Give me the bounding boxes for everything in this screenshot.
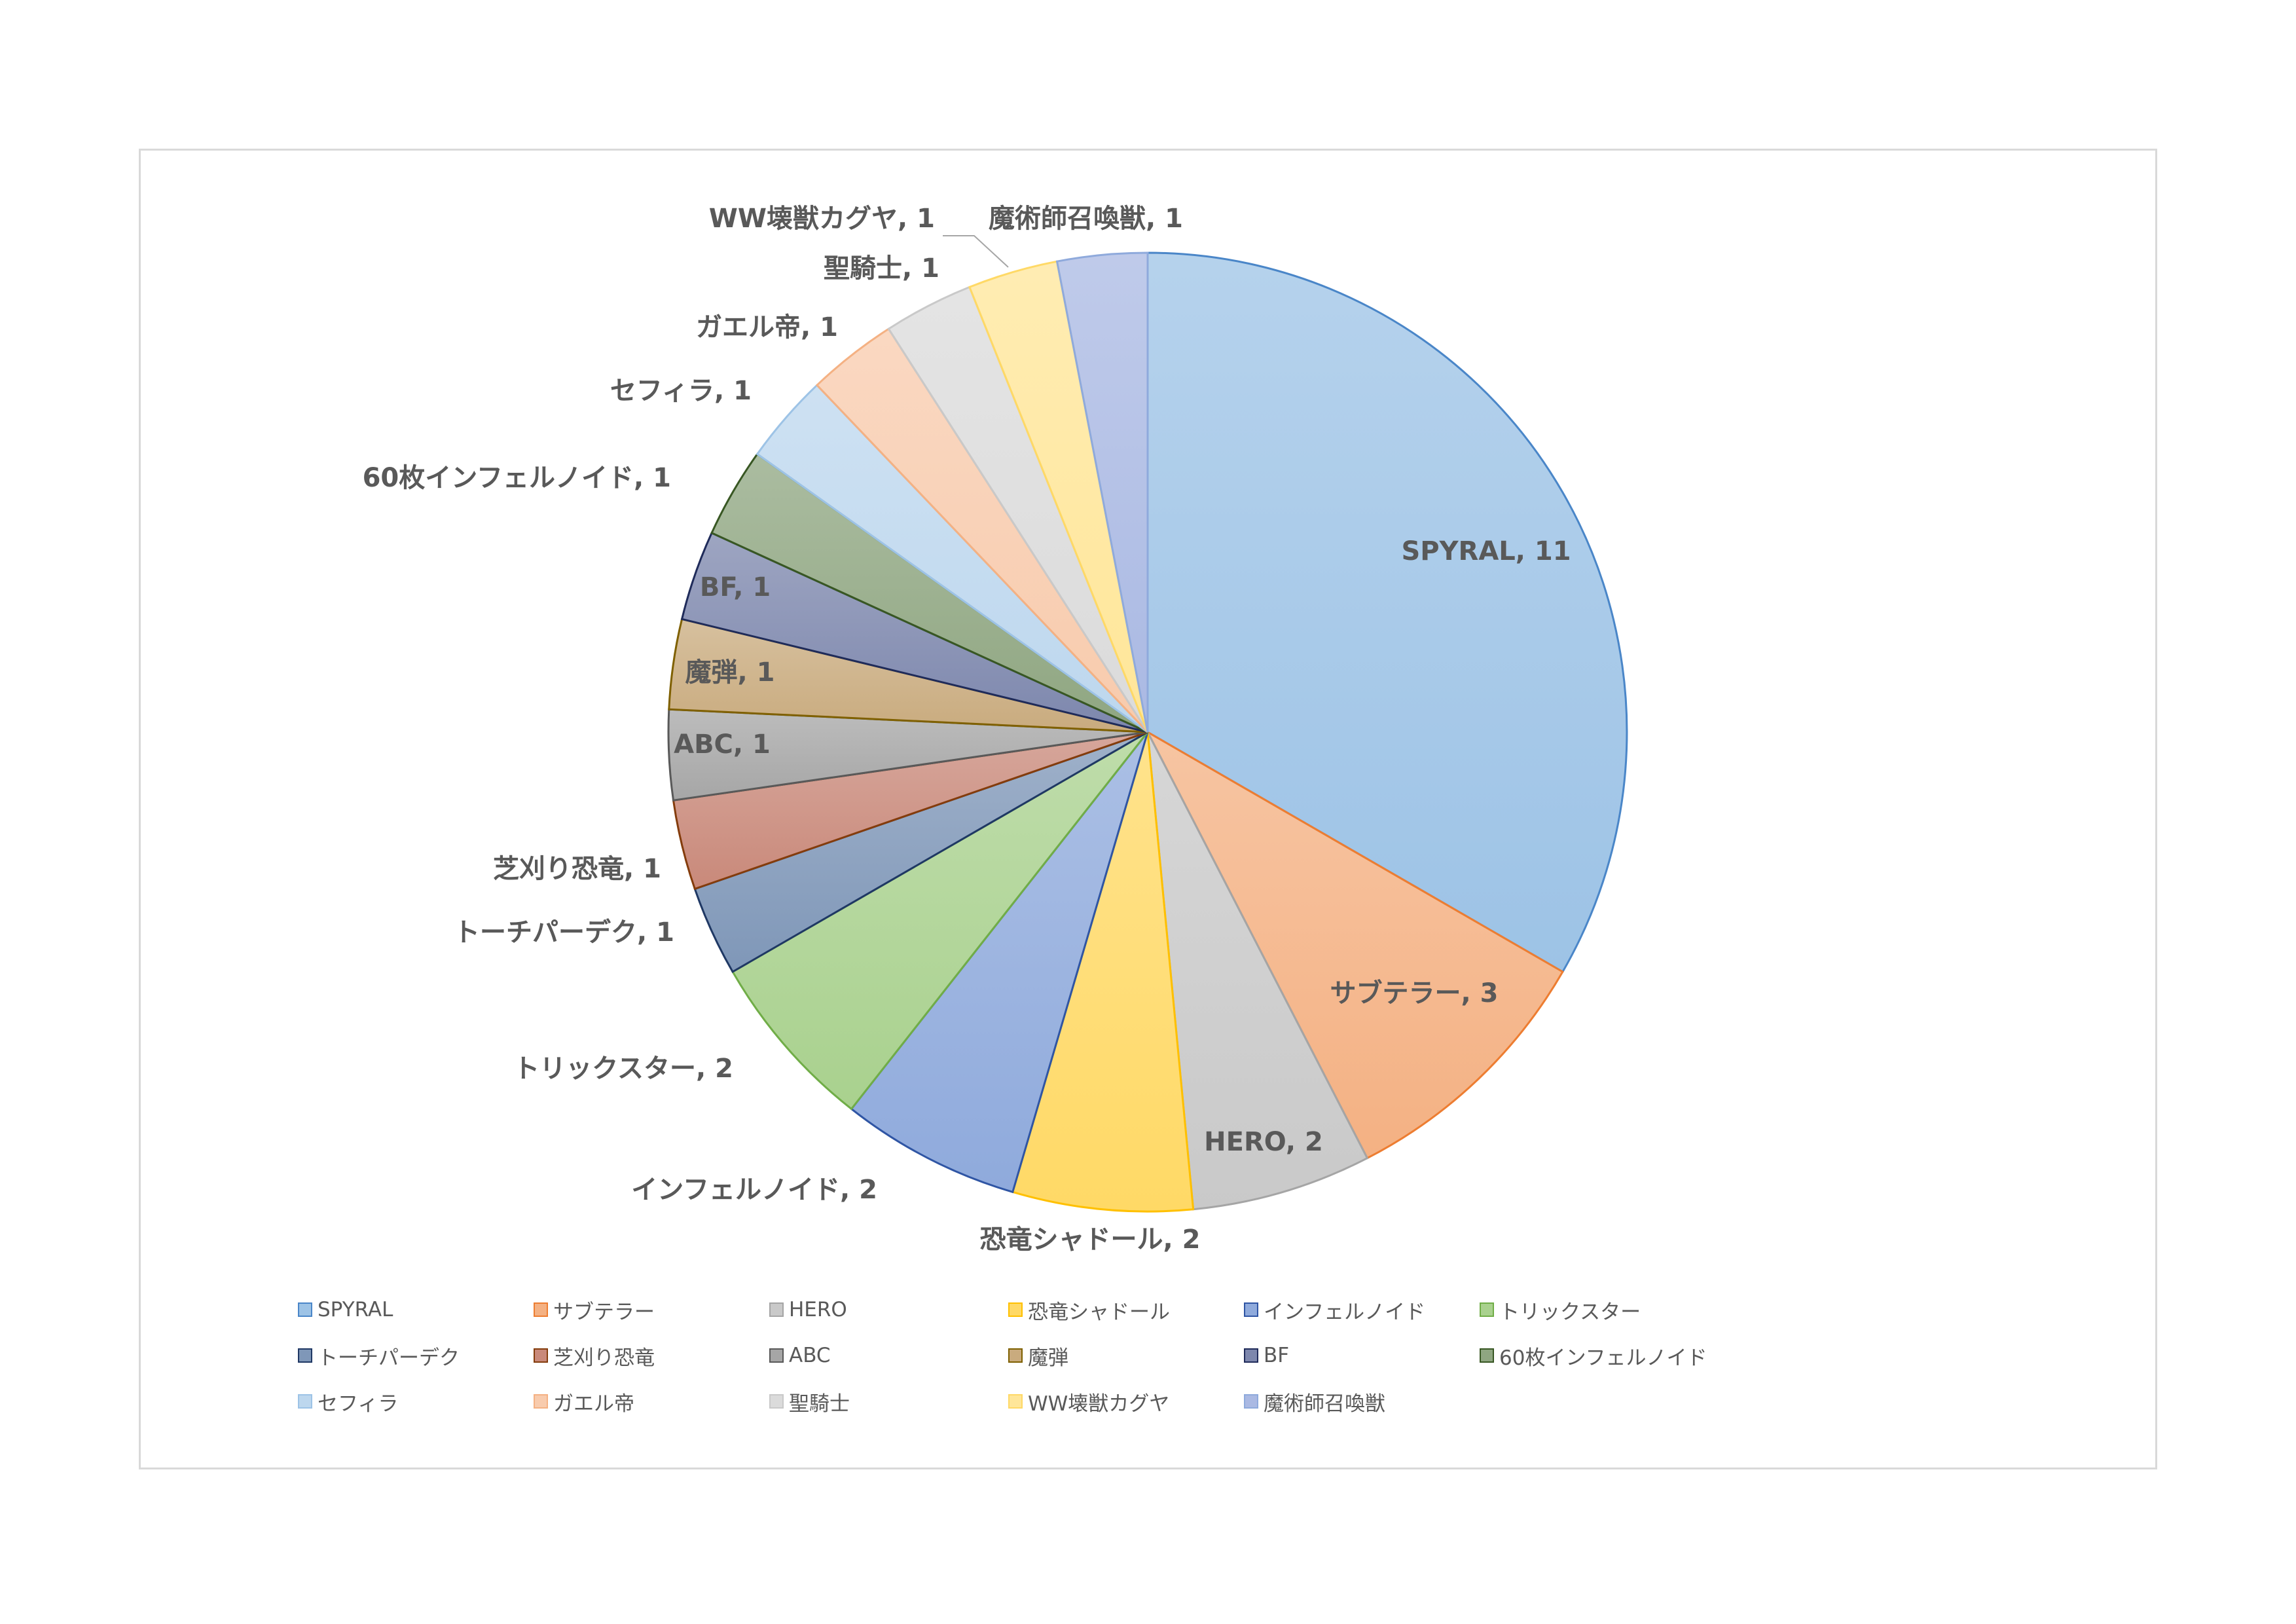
pie-slice <box>1146 731 1369 1211</box>
legend-label: BF <box>1264 1344 1290 1367</box>
legend-swatch <box>298 1348 312 1363</box>
legend-label: セフィラ <box>318 1392 399 1416</box>
legend-swatch <box>1008 1302 1023 1317</box>
legend-item: サブテラー <box>534 1297 655 1324</box>
legend-item: HERO <box>769 1297 847 1323</box>
legend-label: 魔弾 <box>1028 1346 1068 1370</box>
pie-slice <box>850 731 1149 1194</box>
data-label: トリックスター, 2 <box>513 1054 733 1084</box>
data-label: BF, 1 <box>700 572 771 602</box>
data-label: ガエル帝, 1 <box>696 312 838 342</box>
data-label: 魔弾, 1 <box>685 657 775 688</box>
legend-swatch <box>1480 1302 1494 1317</box>
legend-swatch <box>769 1394 784 1409</box>
legend-label: トリックスター <box>1499 1300 1641 1324</box>
legend-swatch <box>534 1394 548 1409</box>
legend-swatch <box>298 1394 312 1409</box>
legend-item: セフィラ <box>298 1388 399 1416</box>
legend-swatch <box>298 1302 312 1317</box>
legend-item: インフェルノイド <box>1244 1297 1426 1324</box>
legend-swatch <box>769 1348 784 1363</box>
legend-label: サブテラー <box>553 1300 655 1324</box>
legend-label: SPYRAL <box>318 1298 393 1321</box>
legend-swatch <box>534 1348 548 1363</box>
legend-item: 魔術師召喚獣 <box>1244 1388 1385 1416</box>
pie-slice <box>1011 731 1195 1213</box>
legend-item: BF <box>1244 1342 1289 1369</box>
legend-swatch <box>1008 1394 1023 1409</box>
pie-slice <box>1055 251 1149 733</box>
data-label: WW壊獣カグヤ, 1 <box>709 204 935 234</box>
legend-item: 魔弾 <box>1008 1342 1068 1370</box>
data-label: 60枚インフェルノイド, 1 <box>363 463 671 493</box>
data-label: SPYRAL, 11 <box>1401 536 1571 566</box>
legend-swatch <box>1244 1302 1258 1317</box>
legend-item: トリックスター <box>1480 1297 1641 1324</box>
leader-line <box>943 235 1009 268</box>
data-label: HERO, 2 <box>1204 1127 1323 1157</box>
legend-swatch <box>769 1302 784 1317</box>
data-label: ABC, 1 <box>674 729 771 760</box>
legend-swatch <box>1244 1394 1258 1409</box>
pie-slice <box>731 731 1149 1111</box>
data-label: 魔術師召喚獣, 1 <box>989 204 1183 234</box>
legend-swatch <box>534 1302 548 1317</box>
legend-item: SPYRAL <box>298 1297 393 1323</box>
legend-label: トーチパーデク <box>318 1346 460 1370</box>
legend-item: 芝刈り恐竜 <box>534 1342 655 1370</box>
legend-item: ガエル帝 <box>534 1388 634 1416</box>
legend-label: 魔術師召喚獣 <box>1264 1392 1385 1416</box>
legend-label: インフェルノイド <box>1264 1300 1426 1324</box>
data-label: 恐竜シャドール, 2 <box>980 1225 1201 1255</box>
legend-item: トーチパーデク <box>298 1342 460 1370</box>
legend-swatch <box>1008 1348 1023 1363</box>
legend-item: 聖騎士 <box>769 1388 850 1416</box>
legend-label: 恐竜シャドール <box>1028 1300 1170 1324</box>
data-label: トーチパーデク, 1 <box>454 917 674 948</box>
legend-label: ガエル帝 <box>553 1392 634 1416</box>
data-label: 芝刈り恐竜, 1 <box>493 854 661 884</box>
legend-label: 60枚インフェルノイド <box>1499 1346 1707 1370</box>
data-label: インフェルノイド, 2 <box>631 1175 877 1205</box>
legend-item: 60枚インフェルノイド <box>1480 1342 1707 1370</box>
legend-swatch <box>1480 1348 1494 1363</box>
pie-slice <box>1146 251 1628 974</box>
legend-swatch <box>1244 1348 1258 1363</box>
legend-item: 恐竜シャドール <box>1008 1297 1170 1324</box>
legend-label: ABC <box>789 1344 831 1367</box>
legend-label: WW壊獣カグヤ <box>1028 1392 1170 1416</box>
data-label: 聖騎士, 1 <box>824 253 939 284</box>
data-label: サブテラー, 3 <box>1330 978 1499 1008</box>
legend-item: WW壊獣カグヤ <box>1008 1388 1170 1416</box>
pie-slice <box>1145 729 1564 1160</box>
legend-item: ABC <box>769 1342 831 1369</box>
legend-label: 芝刈り恐竜 <box>553 1346 655 1370</box>
legend-label: HERO <box>789 1298 847 1321</box>
data-label: セフィラ, 1 <box>610 376 752 406</box>
legend-label: 聖騎士 <box>789 1392 850 1416</box>
